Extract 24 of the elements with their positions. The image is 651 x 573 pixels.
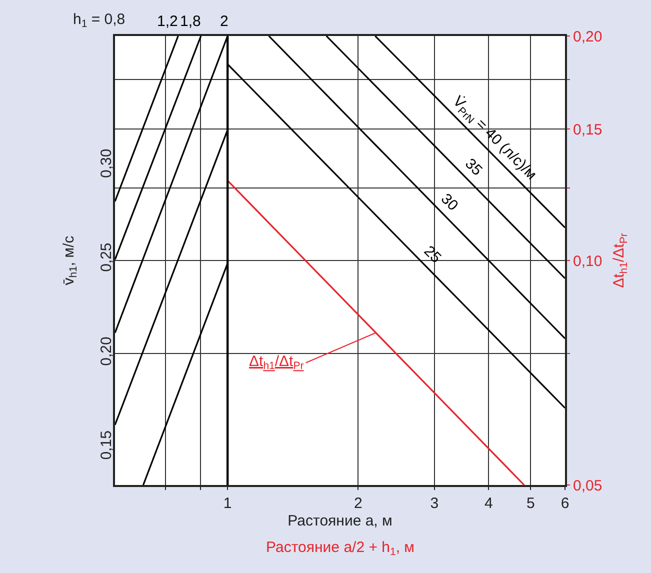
x-tick-label: 6 bbox=[560, 495, 570, 512]
text: Δt$_{h1}$/Δt$_{Pr}$ bbox=[249, 353, 304, 372]
y2-tick-label: 0,25 bbox=[98, 242, 115, 272]
series-label: 1,8 bbox=[180, 13, 201, 30]
y-tick-label: 0,10 bbox=[573, 252, 602, 270]
x-tick-label: 1 bbox=[223, 495, 232, 512]
x-tick-label: 2 bbox=[354, 495, 362, 512]
x-tick-label: 3 bbox=[430, 495, 439, 512]
text: 30 bbox=[437, 190, 462, 214]
series-label: 2 bbox=[220, 13, 228, 30]
x-tick-label: 5 bbox=[526, 495, 535, 512]
text: h$_{1}$ = 0,8 bbox=[73, 11, 126, 30]
y2-tick-label: 0,15 bbox=[98, 430, 115, 460]
text: 25 bbox=[420, 242, 444, 266]
text: Растояние a/2 + h$_{1}$, м bbox=[266, 539, 414, 558]
text: 35 bbox=[462, 155, 486, 180]
x-axis-title: Растояние a, м bbox=[288, 512, 392, 530]
y2-tick-label: 0,20 bbox=[98, 336, 115, 366]
y-tick-label: 0,15 bbox=[573, 121, 602, 138]
y2-tick-label: 0,30 bbox=[98, 148, 115, 178]
y-tick-label: 0,05 bbox=[573, 477, 602, 494]
x-tick-label: 4 bbox=[484, 495, 493, 512]
series-label: 1,2 bbox=[157, 13, 178, 30]
y-tick-label: 0,20 bbox=[573, 28, 602, 46]
